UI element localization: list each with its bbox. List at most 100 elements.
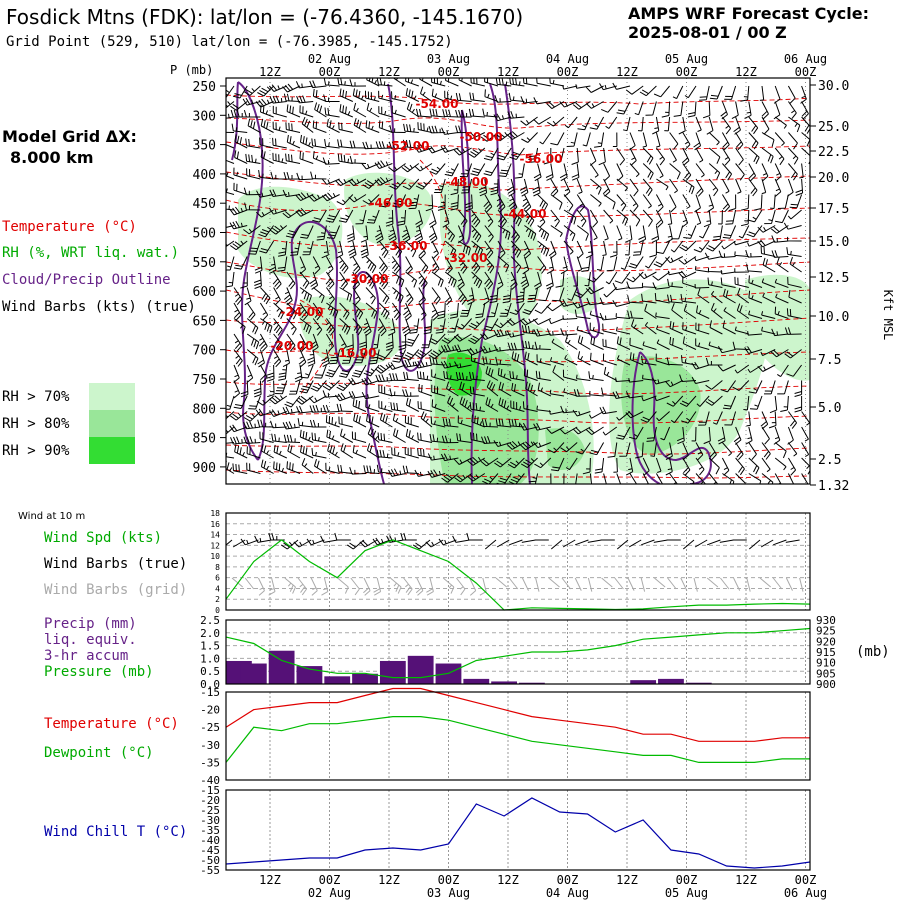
wind-barb xyxy=(226,426,235,435)
wind-barb xyxy=(300,225,314,239)
wind-barb xyxy=(722,163,733,181)
wind-barb xyxy=(532,178,541,197)
wind-barb xyxy=(748,132,759,150)
wind-barb xyxy=(255,98,274,108)
wind-barb xyxy=(787,101,797,119)
wind-barb xyxy=(402,318,411,337)
wind-barb xyxy=(607,442,618,458)
wind-barb xyxy=(312,302,322,321)
wind-barb xyxy=(450,194,459,211)
wind-barb xyxy=(376,449,393,459)
wind-barb xyxy=(312,256,321,275)
wind-barb xyxy=(573,271,578,287)
wind-barb xyxy=(323,78,340,87)
wind-barb xyxy=(260,318,273,334)
wind-barb xyxy=(243,85,261,96)
surface-barb-grid xyxy=(535,577,540,592)
model-grid-value: 8.000 km xyxy=(10,148,94,167)
wind-barb xyxy=(586,297,604,306)
wind-barb xyxy=(703,426,711,445)
wind-barb xyxy=(229,206,248,216)
wind-barb xyxy=(388,318,396,336)
pressure-axis-label: P (mb) xyxy=(170,63,213,77)
wind-barb xyxy=(577,335,591,350)
wind-barb xyxy=(522,401,538,412)
legend-rh80: RH > 80% xyxy=(2,416,70,432)
wind-barb xyxy=(440,360,459,369)
wind-barb xyxy=(437,302,446,320)
wind-barb xyxy=(352,302,364,320)
wind-barb xyxy=(585,286,604,295)
pressure-tick-label: 300 xyxy=(193,109,216,124)
wind-barb xyxy=(624,240,631,256)
wind-barb xyxy=(506,440,525,450)
wind-barb xyxy=(735,163,745,181)
wind-barb xyxy=(401,163,420,173)
wind-barb xyxy=(277,256,288,272)
surface-barb-grid xyxy=(469,577,477,596)
wind-barb xyxy=(468,108,485,118)
wind-barb xyxy=(322,380,340,391)
wind-barb xyxy=(465,194,473,212)
bottom-date-label: 06 Aug xyxy=(784,886,827,900)
wind-barb xyxy=(480,457,499,467)
wind-barb xyxy=(735,178,742,194)
precip-tick-label: 2.0 xyxy=(200,627,220,640)
wind-barb xyxy=(385,333,394,351)
wind-barb xyxy=(652,282,670,290)
wind-barb xyxy=(282,406,301,415)
wind-barb xyxy=(744,101,752,119)
wind-barb xyxy=(671,303,684,319)
wind-barb xyxy=(289,380,301,395)
wind-barb xyxy=(589,116,605,130)
wind-barb xyxy=(362,194,380,205)
surface-barb-true xyxy=(748,539,761,550)
surface-barb-grid xyxy=(284,577,296,594)
wind-barb xyxy=(533,422,551,431)
wind-barb xyxy=(378,256,388,274)
wind-barb xyxy=(666,357,683,366)
wind-tick-label: 6 xyxy=(215,574,220,583)
wind-barb xyxy=(653,85,670,98)
wind-barb xyxy=(572,409,591,417)
wind-barb xyxy=(549,410,565,415)
temperature-contour xyxy=(226,317,810,332)
wind-barb xyxy=(577,351,591,366)
top-time-tick: 00Z xyxy=(438,65,460,79)
wind-barb xyxy=(559,426,578,435)
wind-barb xyxy=(496,473,512,484)
wind-barb xyxy=(587,271,604,283)
temperature-contour xyxy=(226,261,810,282)
wind-barb xyxy=(458,209,468,228)
temperature-contour-label: -52.00 xyxy=(387,139,430,153)
wind-barb xyxy=(467,131,486,140)
wind-barb xyxy=(774,473,782,484)
wind-barb xyxy=(290,240,301,256)
wind-barb xyxy=(510,209,522,227)
wind-barb xyxy=(696,395,710,407)
wind-barb xyxy=(282,349,290,368)
wind-barb xyxy=(694,265,710,273)
wind-barb xyxy=(230,240,248,251)
wind-barb xyxy=(655,457,662,473)
wind-barb xyxy=(401,225,411,244)
pressure-ticks: 250 300 350 400 450 500 550 600 650 700 750 800 850 9… xyxy=(193,80,226,476)
wind-barb xyxy=(272,137,287,149)
top-date-label: 05 Aug xyxy=(665,52,708,66)
temperature-axis: -15 -20 -25 -30 -35 -40 xyxy=(200,686,220,787)
wind-barb xyxy=(367,426,380,443)
wind-barb xyxy=(269,395,288,405)
wind-barb xyxy=(684,85,697,99)
wind-barb xyxy=(232,463,248,474)
wind-barb xyxy=(471,414,485,428)
wind-barb xyxy=(226,159,235,164)
wind-barb xyxy=(285,153,301,164)
wind-barb xyxy=(428,333,446,345)
wind-barb xyxy=(337,464,353,474)
wind-barb xyxy=(704,252,723,260)
temperature-tick-label: -25 xyxy=(200,721,220,734)
wind-barb xyxy=(678,116,686,135)
wind-barb xyxy=(295,192,314,202)
top-time-tick: 00Z xyxy=(676,65,698,79)
